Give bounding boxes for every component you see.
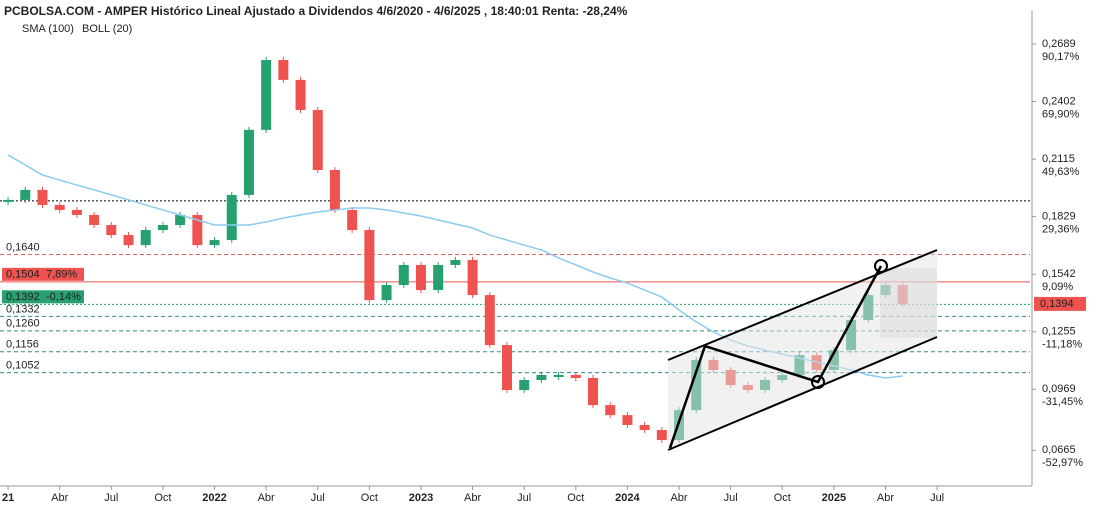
y-tick-label: 0,1829 bbox=[1042, 210, 1076, 222]
x-tick-label: Abr bbox=[877, 492, 894, 504]
last-price-box bbox=[1034, 296, 1086, 311]
candle bbox=[192, 214, 203, 246]
x-tick-label: Oct bbox=[361, 492, 378, 504]
y-tick-label: 0,0969 bbox=[1042, 383, 1076, 395]
candle bbox=[54, 204, 65, 210]
candle bbox=[89, 214, 100, 226]
candle bbox=[243, 129, 254, 195]
y-tick-return: 90,17% bbox=[1042, 51, 1080, 63]
candle bbox=[364, 230, 375, 301]
y-tick-return: 49,63% bbox=[1042, 166, 1080, 178]
x-tick-label: 2022 bbox=[202, 492, 226, 504]
candle bbox=[347, 209, 358, 231]
candle bbox=[71, 209, 82, 215]
x-tick-label: 2024 bbox=[615, 492, 640, 504]
candle bbox=[450, 259, 461, 265]
candle bbox=[622, 415, 633, 425]
x-tick-label: Abr bbox=[464, 492, 481, 504]
y-tick-return: -31,45% bbox=[1042, 396, 1083, 408]
candle bbox=[536, 374, 547, 381]
candle bbox=[519, 380, 530, 391]
candle bbox=[381, 285, 392, 301]
x-tick-label: Oct bbox=[567, 492, 584, 504]
candle bbox=[502, 345, 513, 391]
level-label: 0,1640 bbox=[6, 241, 40, 253]
candle bbox=[553, 374, 564, 377]
indicator-label: BOLL (20) bbox=[82, 23, 132, 35]
y-tick-label: 0,1255 bbox=[1042, 326, 1076, 338]
candle bbox=[295, 79, 306, 110]
level-label-box bbox=[2, 290, 84, 304]
candle bbox=[37, 189, 48, 205]
level-label: 0,1392 bbox=[6, 291, 40, 303]
x-tick-label: 21 bbox=[2, 492, 14, 504]
candle bbox=[123, 235, 134, 246]
x-tick-label: Oct bbox=[774, 492, 791, 504]
level-change: -0,14% bbox=[46, 291, 81, 303]
candle bbox=[398, 264, 409, 286]
candle bbox=[157, 225, 168, 231]
y-tick-label: 0,2402 bbox=[1042, 95, 1076, 107]
candle bbox=[278, 59, 289, 80]
level-change: 7,89% bbox=[46, 269, 77, 281]
x-tick-label: Abr bbox=[258, 492, 275, 504]
last-price-label: 0,1394 bbox=[1040, 298, 1074, 310]
candle bbox=[656, 429, 667, 441]
candle bbox=[329, 170, 340, 210]
y-tick-label: 0,1542 bbox=[1042, 268, 1076, 280]
x-tick-label: Jul bbox=[517, 492, 531, 504]
channel-annotation bbox=[667, 249, 938, 451]
candle bbox=[261, 59, 272, 130]
y-tick-label: 0,0665 bbox=[1042, 444, 1076, 456]
level-label: 0,1156 bbox=[6, 339, 39, 351]
candle bbox=[415, 264, 426, 291]
candle bbox=[588, 377, 599, 406]
candle bbox=[639, 424, 650, 430]
indicator-label: SMA (100) bbox=[22, 23, 74, 35]
level-label: 0,1332 bbox=[6, 303, 40, 315]
candle bbox=[226, 194, 237, 241]
level-label: 0,1052 bbox=[6, 359, 40, 371]
y-tick-return: -52,97% bbox=[1042, 457, 1083, 469]
candle bbox=[175, 214, 186, 226]
candle bbox=[484, 295, 495, 346]
candle bbox=[140, 230, 151, 246]
level-label: 0,1260 bbox=[6, 318, 40, 330]
y-tick-label: 0,2115 bbox=[1042, 153, 1075, 165]
x-tick-label: Abr bbox=[670, 492, 687, 504]
candle bbox=[106, 225, 117, 236]
x-tick-label: 2023 bbox=[409, 492, 433, 504]
x-tick-label: Jul bbox=[930, 492, 944, 504]
y-tick-label: 0,2689 bbox=[1042, 38, 1076, 50]
x-tick-label: Jul bbox=[104, 492, 118, 504]
level-label-box bbox=[2, 267, 84, 281]
candle bbox=[209, 240, 220, 246]
candle bbox=[3, 199, 14, 202]
y-tick-return: -11,18% bbox=[1042, 339, 1082, 351]
candle bbox=[605, 405, 616, 416]
y-tick-return: 69,90% bbox=[1042, 108, 1080, 120]
x-tick-label: Oct bbox=[154, 492, 171, 504]
candle bbox=[433, 264, 444, 291]
x-tick-label: 2025 bbox=[822, 492, 846, 504]
candle bbox=[570, 374, 581, 378]
x-tick-label: Abr bbox=[51, 492, 68, 504]
x-tick-label: Jul bbox=[311, 492, 325, 504]
candle bbox=[312, 109, 323, 171]
x-tick-label: Jul bbox=[724, 492, 738, 504]
level-label: 0,1504 bbox=[6, 269, 40, 281]
candle bbox=[20, 189, 31, 200]
candle bbox=[467, 259, 478, 296]
y-tick-return: 9,09% bbox=[1042, 281, 1073, 293]
y-tick-return: 29,36% bbox=[1042, 223, 1080, 235]
chart-title: PCBOLSA.COM - AMPER Histórico Lineal Aju… bbox=[4, 4, 628, 18]
